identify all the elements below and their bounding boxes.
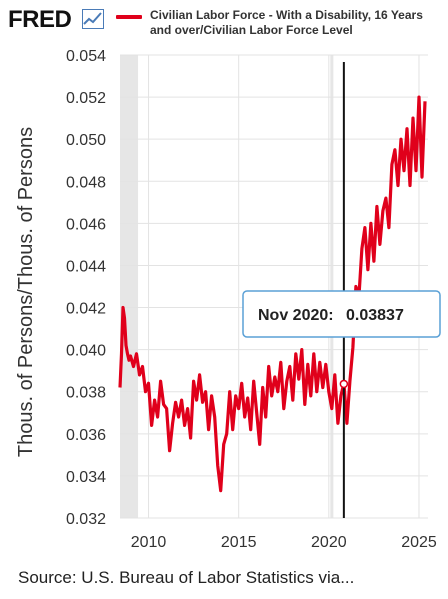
y-tick-label: 0.036 [66, 427, 106, 444]
y-tick-label: 0.038 [66, 385, 106, 402]
plot-area [120, 55, 428, 518]
y-tick-label: 0.046 [66, 216, 106, 233]
fred-logo[interactable]: FRED [8, 6, 72, 33]
legend-swatch [116, 15, 142, 19]
series-line[interactable] [118, 95, 427, 493]
legend-label: Civilian Labor Force - With a Disability… [150, 8, 423, 37]
y-tick-label: 0.054 [66, 48, 106, 65]
y-tick-label: 0.042 [66, 301, 106, 318]
hover-point [339, 379, 349, 389]
chart-header: FRED Civilian Labor Force - With a Disab… [0, 0, 448, 46]
recession-band [120, 55, 139, 518]
trend-line-icon [82, 9, 104, 29]
y-tick-label: 0.052 [66, 90, 106, 107]
y-tick-label: 0.044 [66, 258, 106, 275]
source-note[interactable]: Source: U.S. Bureau of Labor Statistics … [18, 568, 355, 587]
value-tooltip: Nov 2020: 0.03837 [242, 290, 441, 338]
x-tick-label: 2015 [221, 534, 257, 551]
x-tick-label: 2010 [131, 534, 167, 551]
y-tick-label: 0.032 [66, 511, 106, 528]
recession-band [330, 55, 334, 518]
x-tick-label: 2020 [311, 534, 347, 551]
y-axis-label: Thous. of Persons/Thous. of Persons [15, 127, 37, 457]
y-tick-label: 0.040 [66, 343, 106, 360]
tooltip-value: 0.03837 [346, 307, 404, 324]
line-chart[interactable]: 0.032 0.034 0.036 0.038 0.040 0.042 0.044 0.046… [0, 0, 448, 560]
y-tick-label: 0.050 [66, 132, 106, 149]
y-tick-label: 0.048 [66, 174, 106, 191]
tooltip-date: Nov 2020: [258, 307, 334, 324]
x-tick-label: 2025 [401, 534, 437, 551]
y-tick-label: 0.034 [66, 469, 106, 486]
